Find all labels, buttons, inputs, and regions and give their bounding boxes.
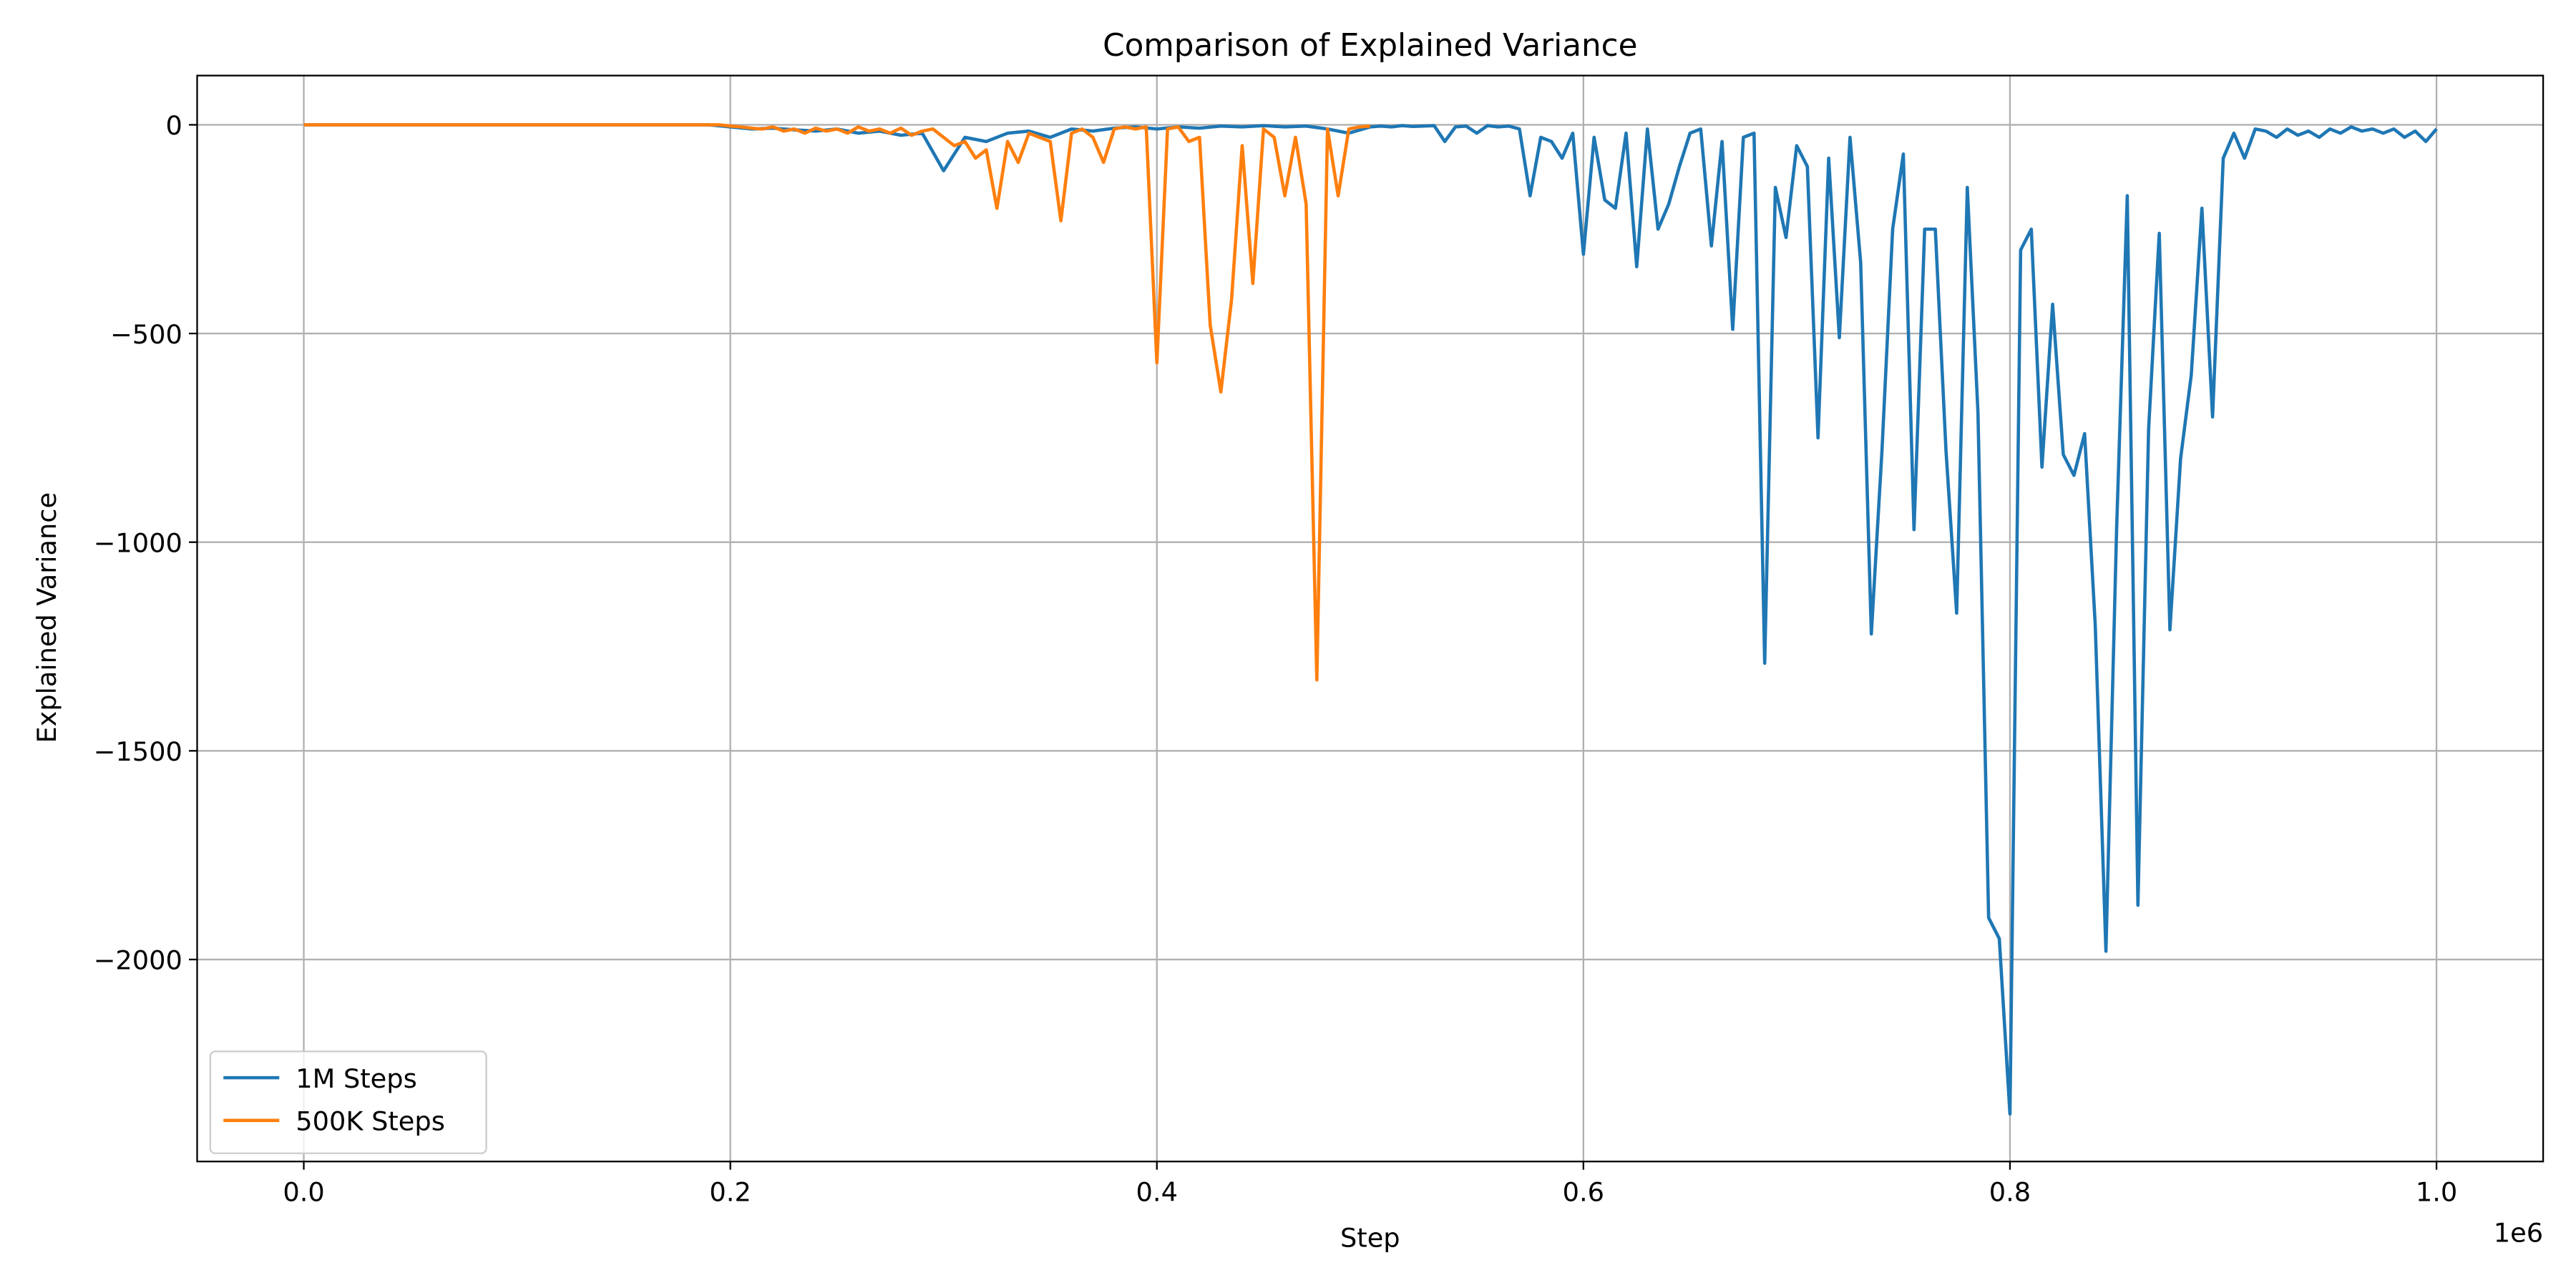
x-tick-label: 0.6	[1563, 1176, 1604, 1207]
grid	[197, 75, 2544, 1162]
y-tick-label: −500	[110, 319, 182, 350]
legend-label: 1M Steps	[296, 1063, 416, 1094]
y-tick-label: −2000	[94, 945, 182, 976]
y-tick-label: 0	[165, 110, 182, 141]
y-tick-label: −1000	[94, 527, 182, 558]
lines	[303, 123, 2438, 1116]
series-line	[303, 123, 1370, 682]
chart-title: Comparison of Explained Variance	[1103, 28, 1637, 64]
y-tick-label: −1500	[94, 736, 182, 767]
x-tick-label: 0.0	[283, 1176, 324, 1207]
legend: 1M Steps 500K Steps	[209, 1050, 487, 1154]
ticks: 0.0 0.2 0.4 0.6 0.8 1.0 0 −500 −1000 −1500 −2000	[94, 110, 2458, 1207]
x-axis-label: Step	[1340, 1223, 1400, 1254]
x-offset-label: 1e6	[2494, 1218, 2543, 1249]
legend-label: 500K Steps	[296, 1106, 445, 1137]
x-tick-label: 0.8	[1989, 1176, 2031, 1207]
x-tick-label: 0.4	[1136, 1176, 1178, 1207]
x-tick-label: 0.2	[709, 1176, 751, 1207]
plot-frame	[196, 74, 2545, 1163]
y-axis-label: Explained Variance	[31, 492, 62, 743]
x-tick-label: 1.0	[2416, 1176, 2457, 1207]
